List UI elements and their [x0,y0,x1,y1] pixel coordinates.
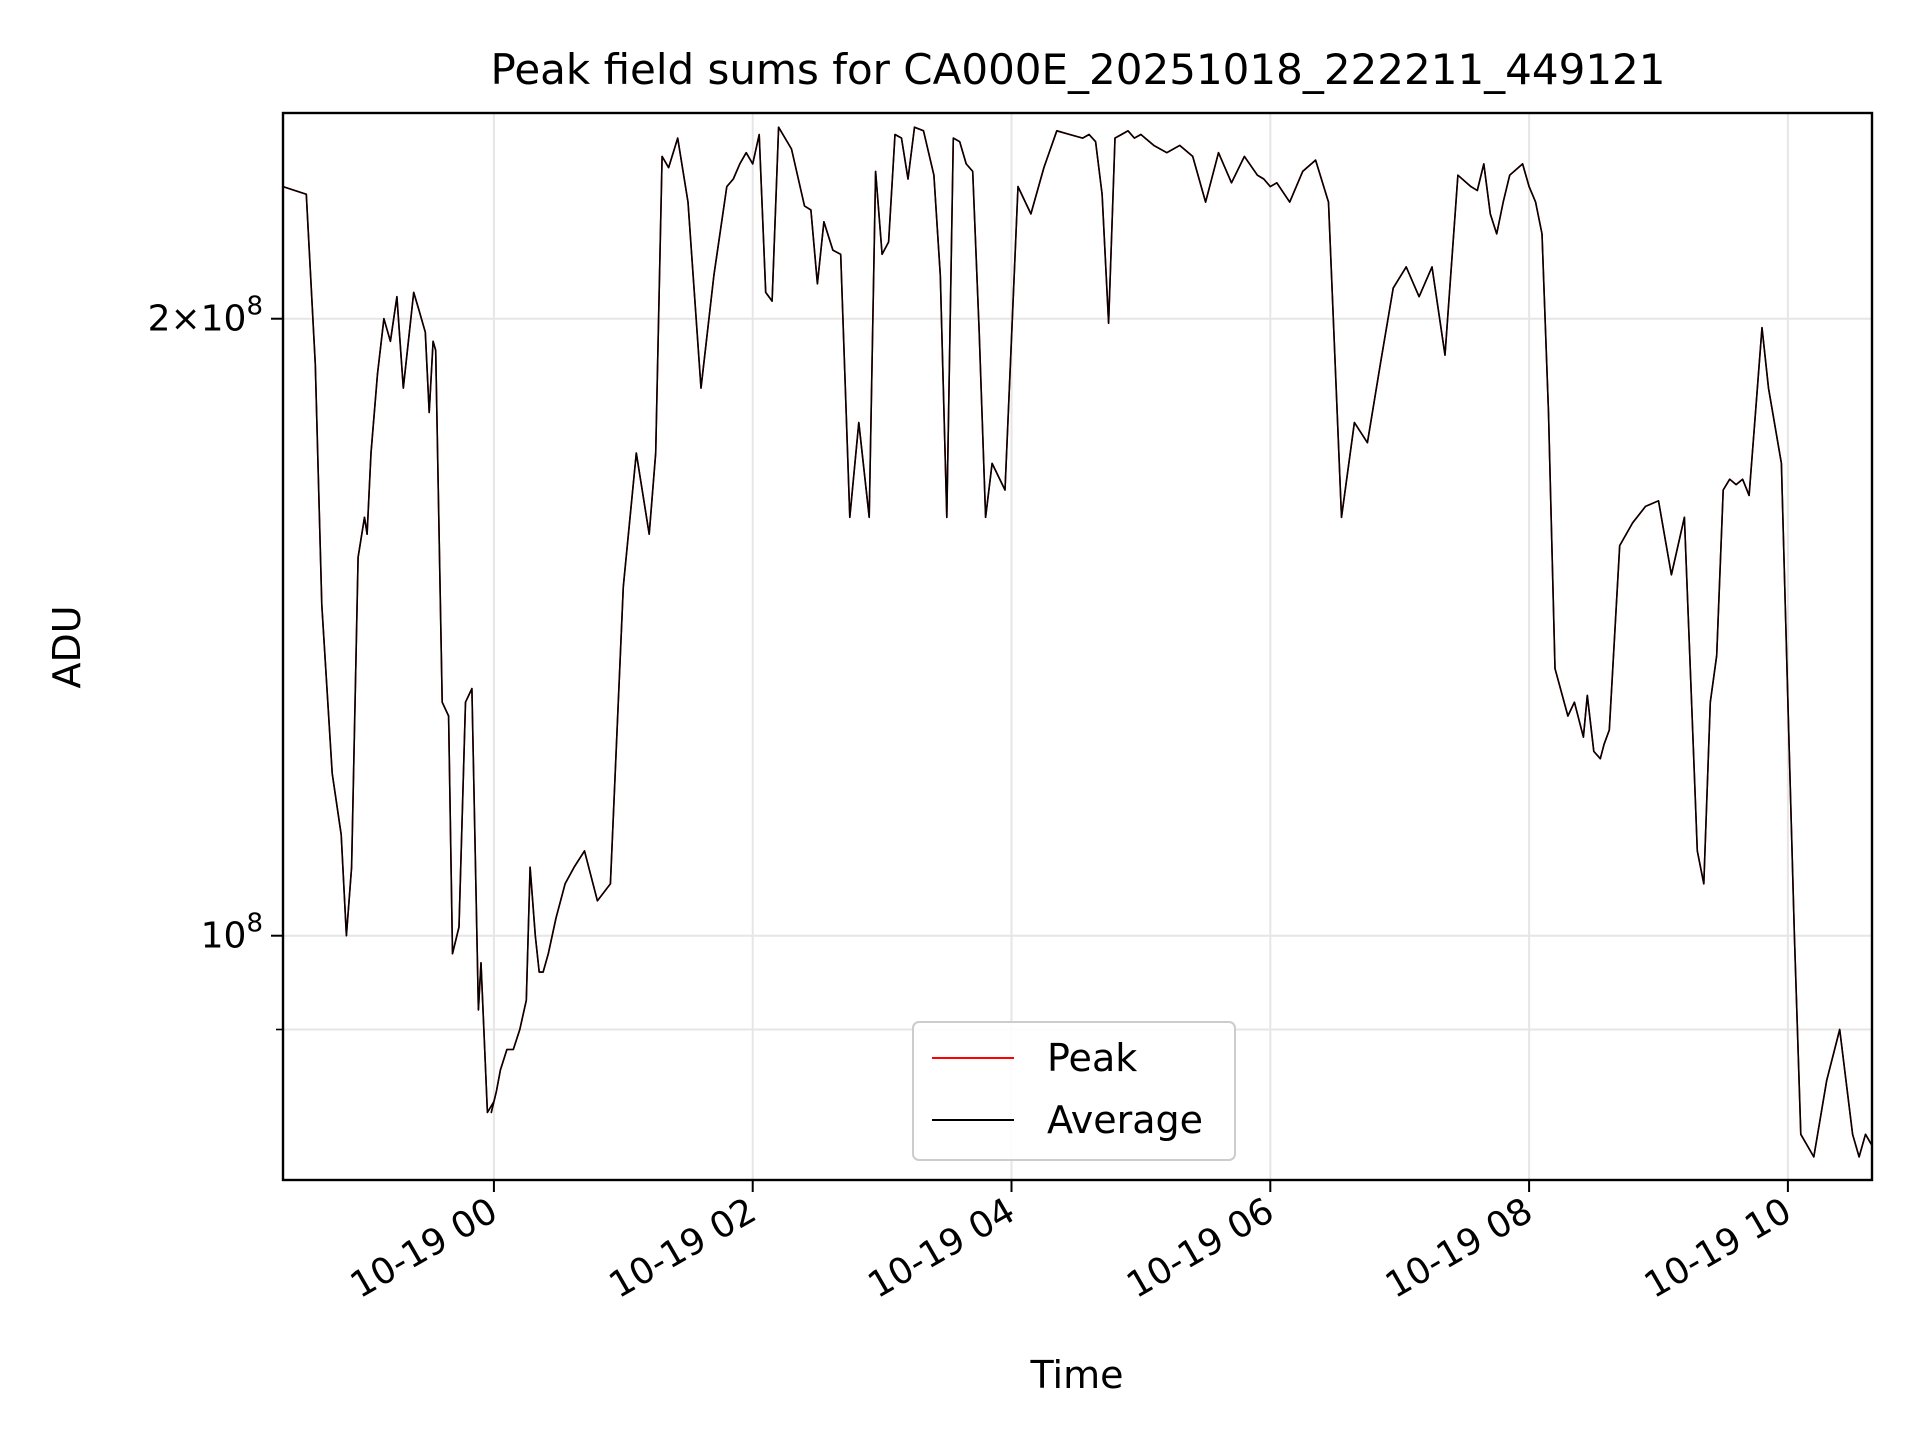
chart-title: Peak field sums for CA000E_20251018_2222… [491,45,1666,94]
legend-average-label: Average [1047,1098,1203,1142]
legend-box [912,1021,1236,1161]
plot-frame [281,111,1874,1182]
grid [283,113,1872,1180]
legend-peak-label: Peak [1047,1036,1137,1080]
y-tick-label: 2×108 [148,292,263,340]
legend: Peak Average [912,1021,1236,1161]
y-axis-label: ADU [45,605,89,688]
x-axis-label: Time [1030,1353,1124,1397]
y-tick-label: 108 [201,909,263,957]
y-axis: 2×108 108 [148,292,283,1031]
series-average-line [282,126,1873,1158]
series-layer [282,126,1873,1158]
